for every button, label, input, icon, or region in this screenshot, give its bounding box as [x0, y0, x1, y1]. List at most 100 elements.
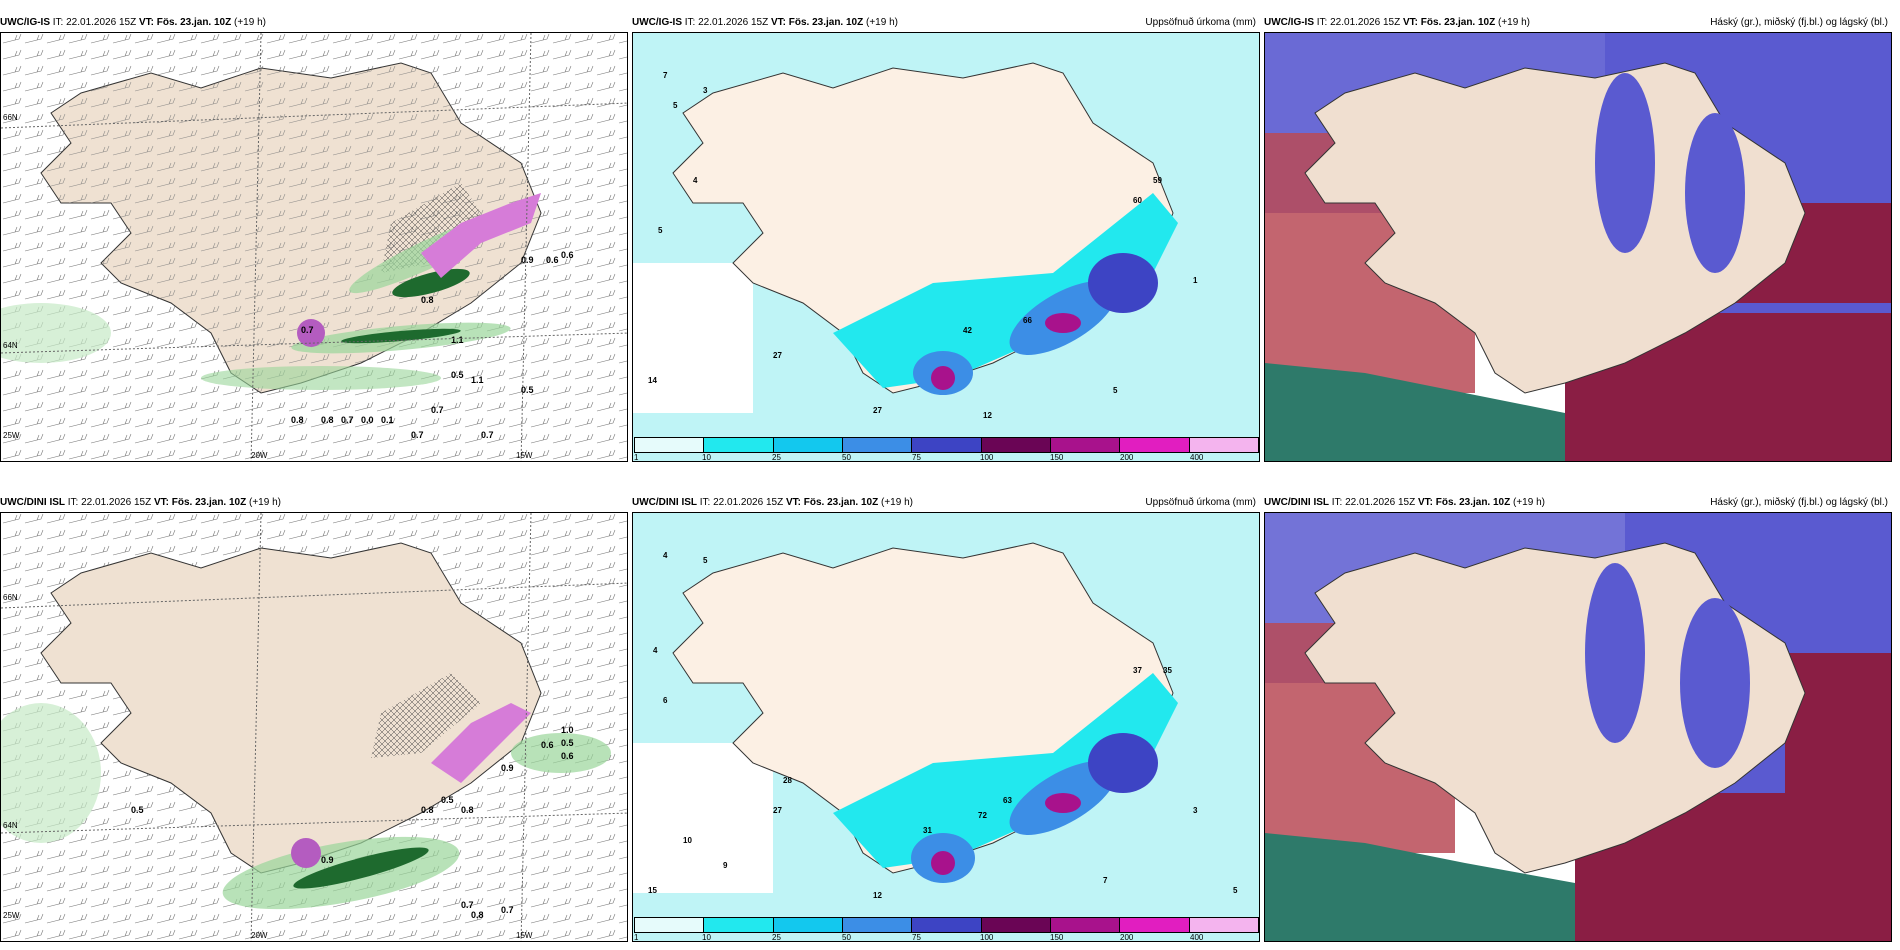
value-label: 27 [873, 406, 882, 415]
axis-label: 15W [516, 451, 533, 460]
value-label: 0.5 [131, 805, 144, 815]
value-label: 27 [773, 806, 782, 815]
value-label: 42 [963, 326, 972, 335]
value-label: 0.9 [321, 855, 334, 865]
legend-label: 400 [1190, 933, 1204, 942]
map-wind: 0.7 0.8 0.9 0.6 1.1 0.5 0.5 0.7 0.8 0.8 … [0, 32, 628, 462]
panel-header: UWC/DINI ISL IT: 22.01.2026 15Z VT: Fös.… [1264, 494, 1892, 512]
legend-label: 50 [842, 453, 851, 462]
legend-label: 400 [1190, 453, 1204, 462]
value-label: 66 [1023, 316, 1032, 325]
value-label: 63 [1003, 796, 1012, 805]
latitude-line [1, 812, 627, 834]
legend-swatch [1050, 918, 1121, 932]
map-cloud [1264, 32, 1892, 462]
legend-labels: 1 10 25 50 75 100 150 200 400 [634, 933, 1259, 942]
low-cloud-sea [1265, 363, 1565, 461]
model-name: UWC/IG-IS [0, 17, 50, 28]
value-label: 15 [648, 886, 657, 895]
legend-swatch [912, 918, 982, 932]
legend-label: 10 [702, 453, 711, 462]
panel-header: UWC/IG-IS IT: 22.01.2026 15Z VT: Fös. 23… [1264, 14, 1892, 32]
value-label: 9 [723, 861, 728, 870]
precip-legend [634, 437, 1259, 453]
legend-swatch [1120, 918, 1190, 932]
value-label: 12 [873, 891, 882, 900]
model-name: UWC/DINI ISL [632, 497, 697, 508]
panel-header: UWC/IG-IS IT: 22.01.2026 15Z VT: Fös. 23… [0, 14, 628, 32]
panel-header: UWC/DINI ISL IT: 22.01.2026 15Z VT: Fös.… [0, 494, 628, 512]
legend-swatch [842, 918, 913, 932]
value-label: 59 [1153, 176, 1162, 185]
value-label: 0.8 [321, 415, 334, 425]
legend-swatch [704, 918, 774, 932]
panel-header: UWC/DINI ISL IT: 22.01.2026 15Z VT: Fös.… [632, 494, 1260, 512]
lead-time: (+19 h) [866, 17, 898, 28]
axis-label: 25W [3, 911, 20, 920]
value-label: 1.1 [451, 335, 464, 345]
model-name: UWC/DINI ISL [0, 497, 65, 508]
init-time: IT: 22.01.2026 15Z [1331, 497, 1416, 508]
precip-zone [833, 673, 1178, 868]
init-time: IT: 22.01.2026 15Z [684, 17, 769, 28]
legend-swatch [773, 918, 843, 932]
legend-swatch [1189, 438, 1259, 452]
value-label: 4 [693, 176, 698, 185]
valid-time: VT: Fös. 23.jan. 10Z [785, 497, 879, 508]
legend-label: 100 [980, 933, 994, 942]
hatch-area [371, 673, 481, 758]
value-label: 1 [1193, 276, 1198, 285]
legend-swatch [1120, 438, 1190, 452]
precip-map-svg: 4 5 4 6 10 9 15 27 28 37 35 63 72 31 12 … [633, 513, 1259, 941]
precip-magenta [431, 703, 531, 783]
mid-cloud [1680, 598, 1750, 768]
axis-label: 20W [251, 451, 268, 460]
value-label: 0.6 [561, 250, 574, 260]
panel-wind-igis: UWC/IG-IS IT: 22.01.2026 15Z VT: Fös. 23… [0, 14, 628, 462]
valid-time: VT: Fös. 23.jan. 10Z [1417, 497, 1511, 508]
valid-time: VT: Fös. 23.jan. 10Z [138, 17, 232, 28]
value-label: 0.0 [361, 415, 374, 425]
field-title: Uppsöfnuð úrkoma (mm) [1145, 17, 1256, 28]
init-time: IT: 22.01.2026 15Z [1316, 17, 1401, 28]
lead-time: (+19 h) [234, 17, 266, 28]
init-time: IT: 22.01.2026 15Z [52, 17, 137, 28]
value-label: 5 [703, 556, 708, 565]
value-label: 0.9 [521, 255, 534, 265]
value-label: 5 [1233, 886, 1238, 895]
legend-swatch [1050, 438, 1121, 452]
map-precip: 7 5 3 5 4 14 27 27 12 5 1 42 66 59 60 [632, 32, 1260, 462]
valid-time: VT: Fös. 23.jan. 10Z [153, 497, 247, 508]
field-title: Háský (gr.), miðský (fj.bl.) og lágský (… [1710, 497, 1888, 508]
mid-cloud [1685, 113, 1745, 273]
legend-label: 50 [842, 933, 851, 942]
legend-swatch [635, 918, 705, 932]
value-label: 0.8 [461, 805, 474, 815]
legend-swatch [981, 438, 1051, 452]
value-label: 0.7 [481, 430, 494, 440]
value-label: 0.7 [341, 415, 354, 425]
value-label: 0.6 [546, 255, 559, 265]
value-label: 1.0 [561, 725, 574, 735]
field-title: Háský (gr.), miðský (fj.bl.) og lágský (… [1710, 17, 1888, 28]
map-precip: 4 5 4 6 10 9 15 27 28 37 35 63 72 31 12 … [632, 512, 1260, 942]
legend-label: 1 [634, 453, 639, 462]
value-label: 0.7 [461, 900, 474, 910]
precip-zone [931, 851, 955, 875]
axis-label: 66N [3, 593, 18, 602]
axis-label: 20W [251, 931, 268, 940]
value-label: 3 [703, 86, 708, 95]
precip-zone [931, 366, 955, 390]
value-label: 72 [978, 811, 987, 820]
value-label: 5 [673, 101, 678, 110]
lead-time: (+19 h) [1498, 17, 1530, 28]
panel-header: UWC/IG-IS IT: 22.01.2026 15Z VT: Fös. 23… [632, 14, 1260, 32]
legend-label: 25 [772, 453, 781, 462]
legend-label: 1 [634, 933, 639, 942]
value-label: 0.8 [421, 805, 434, 815]
valid-time: VT: Fös. 23.jan. 10Z [1402, 17, 1496, 28]
value-label: 0.8 [421, 295, 434, 305]
panel-precip-dini: UWC/DINI ISL IT: 22.01.2026 15Z VT: Fös.… [632, 494, 1260, 942]
axis-label: 64N [3, 821, 18, 830]
panel-precip-igis: UWC/IG-IS IT: 22.01.2026 15Z VT: Fös. 23… [632, 14, 1260, 462]
